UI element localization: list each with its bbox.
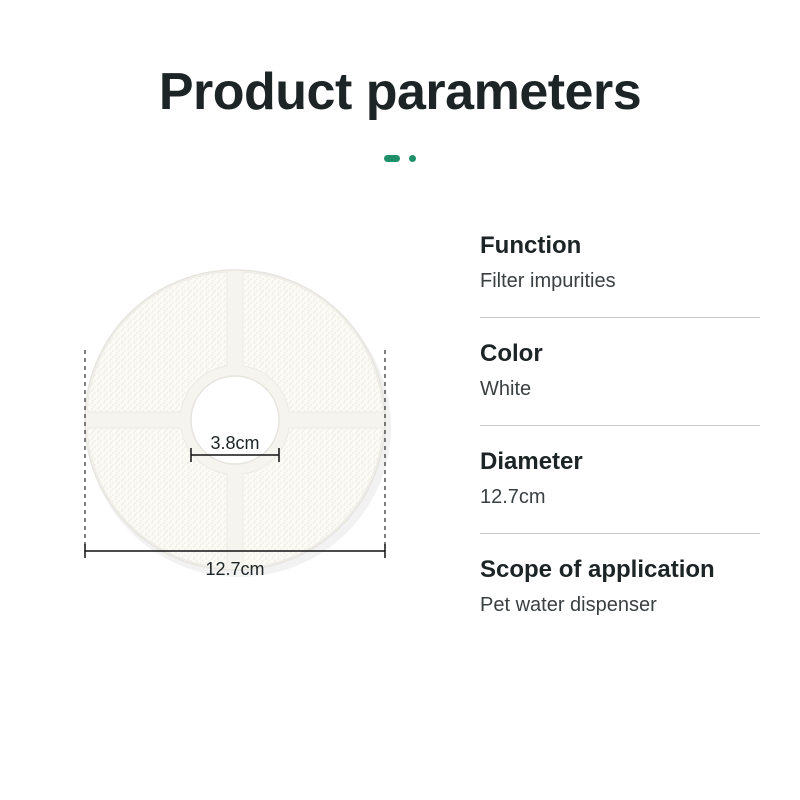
spec-value: White [480,378,760,401]
spec-label: Color [480,340,760,368]
spec-item: Function Filter impurities [480,210,760,317]
diagram-svg: 3.8cm 12.7cm [65,255,405,625]
inner-diameter-label: 3.8cm [210,433,259,453]
spec-label: Function [480,232,760,260]
accent-dot-icon [409,155,416,162]
spec-label: Diameter [480,448,760,476]
accent-divider [0,150,800,168]
spec-item: Color White [480,317,760,425]
spec-value: Pet water dispenser [480,594,760,617]
spec-label: Scope of application [480,556,760,584]
spec-item: Diameter 12.7cm [480,425,760,533]
spec-list: Function Filter impurities Color White D… [480,210,760,641]
page-title: Product parameters [0,62,800,122]
page: Product parameters [0,0,800,800]
spec-value: 12.7cm [480,486,760,509]
spec-value: Filter impurities [480,270,760,293]
spec-item: Scope of application Pet water dispenser [480,533,760,641]
product-diagram: 3.8cm 12.7cm [65,255,405,625]
accent-dash-icon [384,155,400,162]
outer-diameter-label: 12.7cm [205,559,264,579]
